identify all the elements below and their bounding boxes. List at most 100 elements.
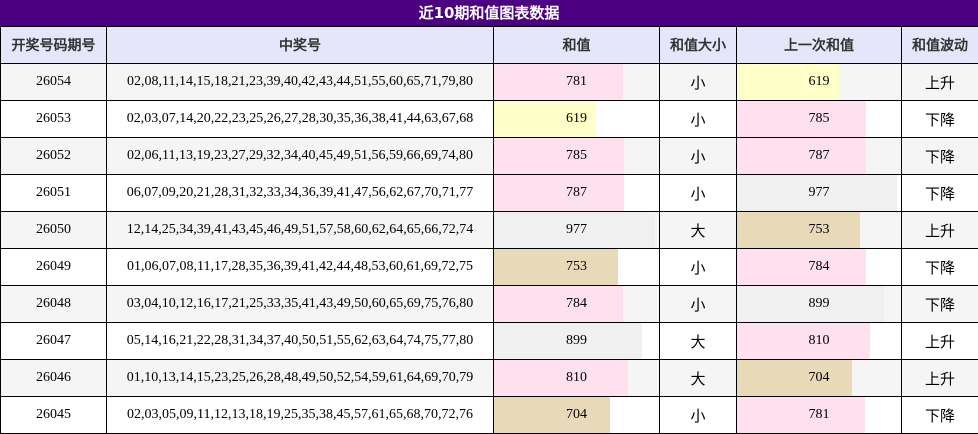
cell-sum: 704 xyxy=(493,396,660,434)
header-row: 开奖号码期号 中奖号 和值 和值大小 上一次和值 和值波动 xyxy=(0,26,978,64)
table-row: 26051 06,07,09,20,21,28,31,32,33,34,36,39… xyxy=(0,174,978,212)
prev-sum-bar-value: 619 xyxy=(808,74,830,89)
cell-numbers: 03,04,10,12,16,17,21,25,33,35,41,43,49,5… xyxy=(106,285,494,323)
cell-prev-sum: 787 xyxy=(736,137,902,175)
cell-numbers: 12,14,25,34,39,41,43,45,46,49,51,57,58,6… xyxy=(106,211,494,249)
header-size: 和值大小 xyxy=(659,26,737,64)
prev-sum-bar xyxy=(737,212,861,248)
cell-size: 小 xyxy=(659,174,737,212)
prev-sum-bar-value: 787 xyxy=(808,148,830,163)
cell-size: 大 xyxy=(659,322,737,360)
prev-sum-bar xyxy=(737,138,867,174)
cell-prev-sum: 781 xyxy=(736,396,902,434)
cell-issue: 26053 xyxy=(0,100,107,138)
cell-trend: 下降 xyxy=(901,396,978,434)
cell-prev-sum: 753 xyxy=(736,211,902,249)
cell-issue: 26047 xyxy=(0,322,107,360)
cell-size: 小 xyxy=(659,137,737,175)
table-row: 26052 02,06,11,13,19,23,27,29,32,34,40,45… xyxy=(0,137,978,175)
table-row: 26045 02,03,05,09,11,12,13,18,19,25,35,38… xyxy=(0,396,978,434)
prev-sum-bar-value: 753 xyxy=(808,222,830,237)
cell-size: 小 xyxy=(659,63,737,101)
sum-bar-value: 785 xyxy=(566,148,587,163)
cell-size: 大 xyxy=(659,211,737,249)
cell-issue: 26052 xyxy=(0,137,107,175)
sum-bar-value: 899 xyxy=(566,333,587,348)
prev-sum-bar xyxy=(737,101,866,137)
cell-numbers: 01,06,07,08,11,17,28,35,36,39,41,42,44,4… xyxy=(106,248,494,286)
cell-size: 小 xyxy=(659,285,737,323)
sum-bar xyxy=(494,175,624,211)
prev-sum-bar xyxy=(737,360,853,396)
table-row: 26050 12,14,25,34,39,41,43,45,46,49,51,57… xyxy=(0,211,978,249)
cell-numbers: 01,10,13,14,15,23,25,26,28,48,49,50,52,5… xyxy=(106,359,494,397)
sum-data-table: 开奖号码期号 中奖号 和值 和值大小 上一次和值 和值波动 26054 02,08… xyxy=(0,26,978,434)
prev-sum-bar xyxy=(737,286,885,322)
prev-sum-bar xyxy=(737,249,866,285)
cell-numbers: 02,06,11,13,19,23,27,29,32,34,40,45,49,5… xyxy=(106,137,494,175)
cell-numbers: 05,14,16,21,22,28,31,34,37,40,50,51,55,6… xyxy=(106,322,494,360)
prev-sum-bar xyxy=(737,397,866,433)
header-issue: 开奖号码期号 xyxy=(0,26,107,64)
sum-bar xyxy=(494,249,619,285)
sum-bar-value: 704 xyxy=(566,407,587,422)
prev-sum-bar-value: 977 xyxy=(808,185,830,200)
cell-size: 小 xyxy=(659,396,737,434)
sum-bar-value: 787 xyxy=(566,185,587,200)
cell-prev-sum: 977 xyxy=(736,174,902,212)
cell-prev-sum: 785 xyxy=(736,100,902,138)
cell-issue: 26049 xyxy=(0,248,107,286)
cell-sum: 899 xyxy=(493,322,660,360)
header-prev-sum: 上一次和值 xyxy=(736,26,902,64)
cell-sum: 784 xyxy=(493,285,660,323)
cell-trend: 下降 xyxy=(901,137,978,175)
header-trend: 和值波动 xyxy=(901,26,978,64)
table-body: 26054 02,08,11,14,15,18,21,23,39,40,42,43… xyxy=(0,63,978,434)
prev-sum-bar-value: 810 xyxy=(808,333,830,348)
cell-trend: 下降 xyxy=(901,174,978,212)
header-numbers: 中奖号 xyxy=(106,26,494,64)
cell-numbers: 02,08,11,14,15,18,21,23,39,40,42,43,44,5… xyxy=(106,63,494,101)
cell-trend: 上升 xyxy=(901,211,978,249)
sum-bar-value: 784 xyxy=(566,296,587,311)
prev-sum-bar-value: 704 xyxy=(808,370,830,385)
cell-sum: 977 xyxy=(493,211,660,249)
cell-issue: 26048 xyxy=(0,285,107,323)
prev-sum-bar xyxy=(737,175,898,211)
sum-bar xyxy=(494,360,628,396)
sum-bar xyxy=(494,323,643,359)
cell-numbers: 06,07,09,20,21,28,31,32,33,34,36,39,41,4… xyxy=(106,174,494,212)
prev-sum-bar-value: 784 xyxy=(808,259,830,274)
prev-sum-bar xyxy=(737,64,839,100)
cell-prev-sum: 619 xyxy=(736,63,902,101)
cell-issue: 26051 xyxy=(0,174,107,212)
sum-bar xyxy=(494,212,656,248)
cell-prev-sum: 810 xyxy=(736,322,902,360)
cell-sum: 619 xyxy=(493,100,660,138)
page-title: 近10期和值图表数据 xyxy=(0,0,978,26)
cell-prev-sum: 784 xyxy=(736,248,902,286)
sum-bar xyxy=(494,64,623,100)
cell-issue: 26054 xyxy=(0,63,107,101)
cell-size: 大 xyxy=(659,359,737,397)
header-sum: 和值 xyxy=(493,26,660,64)
cell-trend: 上升 xyxy=(901,322,978,360)
sum-bar-value: 753 xyxy=(566,259,587,274)
sum-bar-value: 810 xyxy=(566,370,587,385)
sum-bar xyxy=(494,286,624,322)
cell-issue: 26045 xyxy=(0,396,107,434)
cell-issue: 26050 xyxy=(0,211,107,249)
cell-sum: 810 xyxy=(493,359,660,397)
table-row: 26049 01,06,07,08,11,17,28,35,36,39,41,42… xyxy=(0,248,978,286)
table-row: 26046 01,10,13,14,15,23,25,26,28,48,49,50… xyxy=(0,359,978,397)
sum-bar-value: 619 xyxy=(566,111,587,126)
cell-prev-sum: 899 xyxy=(736,285,902,323)
sum-bar xyxy=(494,101,597,137)
table-row: 26054 02,08,11,14,15,18,21,23,39,40,42,43… xyxy=(0,63,978,101)
prev-sum-bar-value: 785 xyxy=(808,111,830,126)
cell-sum: 781 xyxy=(493,63,660,101)
cell-numbers: 02,03,05,09,11,12,13,18,19,25,35,38,45,5… xyxy=(106,396,494,434)
sum-bar xyxy=(494,138,624,174)
cell-trend: 上升 xyxy=(901,359,978,397)
